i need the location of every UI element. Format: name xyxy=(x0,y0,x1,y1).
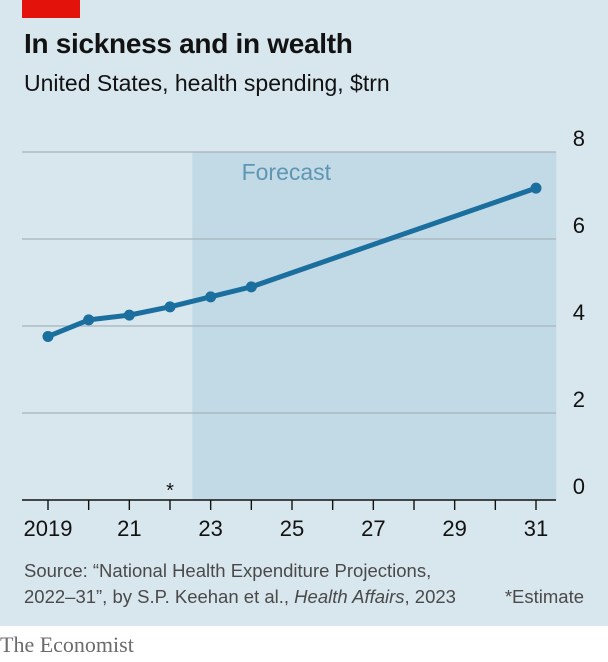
estimate-footnote: *Estimate xyxy=(504,586,584,607)
chart-subtitle: United States, health spending, $trn xyxy=(24,70,390,96)
data-point xyxy=(42,330,54,342)
y-tick-label: 0 xyxy=(573,474,585,499)
y-tick-label: 6 xyxy=(573,213,585,238)
data-point xyxy=(123,309,135,321)
brand-logo: The Economist xyxy=(0,632,134,657)
data-point xyxy=(205,291,217,303)
y-tick-label: 8 xyxy=(573,126,585,151)
x-tick-label: 2019 xyxy=(24,516,73,541)
chart-panel: In sickness and in wealth United States,… xyxy=(0,0,608,626)
source-year: , 2023 xyxy=(404,586,456,607)
source-journal: Health Affairs xyxy=(294,586,405,607)
source-note: Source: “National Health Expenditure Pro… xyxy=(24,558,456,610)
source-line-1: Source: “National Health Expenditure Pro… xyxy=(24,560,432,581)
x-tick-label: 21 xyxy=(117,516,141,541)
x-tick-label: 29 xyxy=(442,516,466,541)
x-tick-label: 31 xyxy=(524,516,548,541)
data-point xyxy=(245,281,257,293)
x-tick-label: 25 xyxy=(280,516,304,541)
chart-title: In sickness and in wealth xyxy=(24,28,353,59)
source-line-2: 2022–31”, by S.P. Keehan et al., xyxy=(24,586,295,607)
data-point xyxy=(164,301,176,313)
brand-red-tag xyxy=(22,0,80,18)
data-point xyxy=(83,314,95,326)
x-tick-label: 27 xyxy=(361,516,385,541)
y-tick-label: 2 xyxy=(573,387,585,412)
x-tick-label: 23 xyxy=(198,516,222,541)
estimate-marker: * xyxy=(166,480,174,502)
data-point xyxy=(530,182,542,194)
line-chart: Forecast 0 2 4 6 8 2019 21 23 25 27 29 31 * xyxy=(22,126,585,541)
y-tick-label: 4 xyxy=(573,300,585,325)
forecast-label: Forecast xyxy=(242,159,332,185)
